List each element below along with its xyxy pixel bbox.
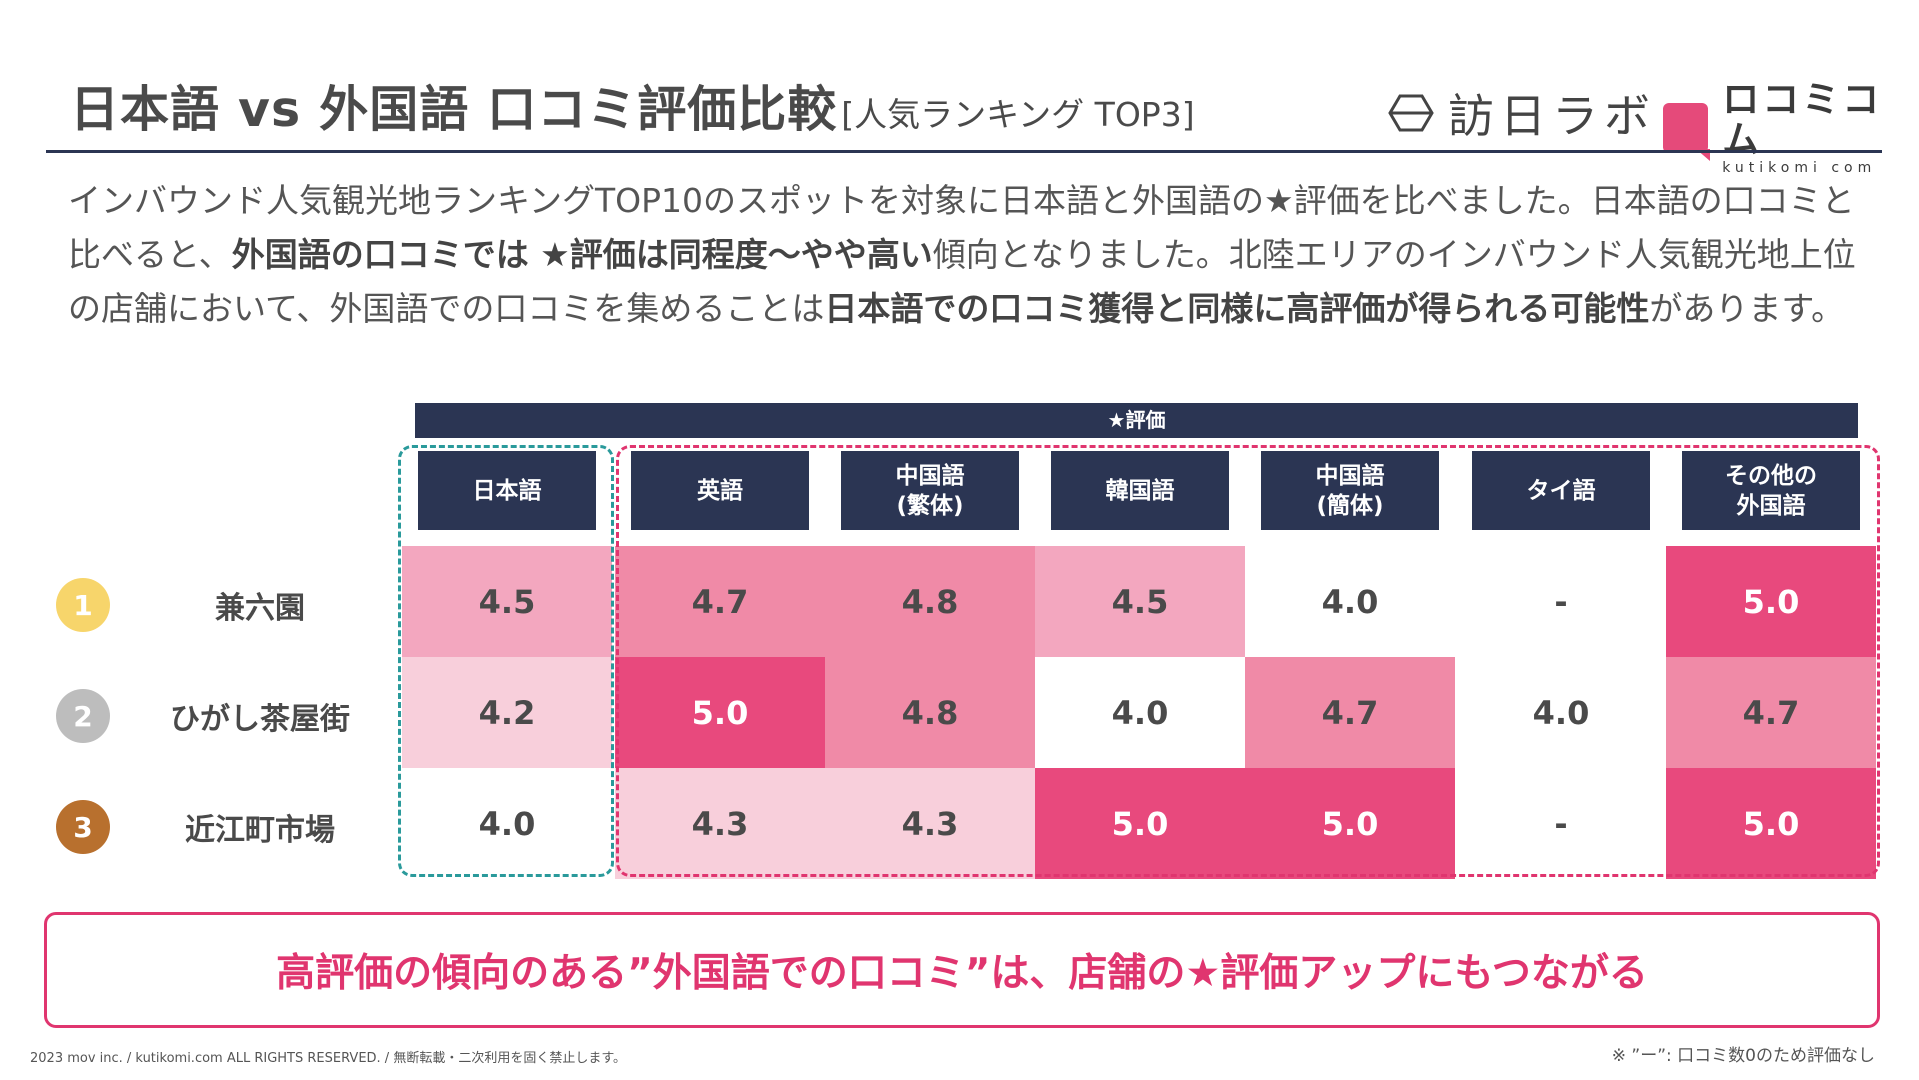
rating-cell: 4.3 <box>825 768 1035 879</box>
column-header: 韓国語 <box>1051 451 1229 530</box>
rating-cell: 4.8 <box>825 657 1035 768</box>
spot-name: 兼六園 <box>215 591 305 626</box>
rating-cell: 4.2 <box>402 657 612 768</box>
rating-cell: 4.0 <box>402 768 612 879</box>
rating-cell: - <box>1456 546 1666 657</box>
kutikomi-logo-url: kutikomi com <box>1722 160 1877 176</box>
houni-labo-logo: 訪日ラボ <box>1388 80 1656 146</box>
column-header: その他の 外国語 <box>1682 451 1860 530</box>
kutikomi-logo-icon <box>1663 103 1711 161</box>
description: インバウンド人気観光地ランキングTOP10のスポットを対象に日本語と外国語の★評… <box>68 174 1858 336</box>
rating-cell: 4.0 <box>1456 657 1666 768</box>
title-subtitle: [人気ランキング TOP3] <box>841 95 1195 134</box>
rating-cell: 5.0 <box>1666 768 1876 879</box>
desc-bold-2: 日本語での口コミ獲得と同様に高評価が得られる可能性 <box>824 289 1650 328</box>
callout-box: 高評価の傾向のある”外国語での口コミ”は、店舗の★評価アップにもつながる <box>44 912 1880 1028</box>
column-header: 中国語 (簡体) <box>1261 451 1439 530</box>
rating-cell: 4.3 <box>615 768 825 879</box>
rating-cell: 4.5 <box>402 546 612 657</box>
column-header: 英語 <box>631 451 809 530</box>
desc-bold-1: 外国語の口コミでは ★評価は同程度〜やや高い <box>231 235 933 274</box>
page-title: 日本語 vs 外国語 口コミ評価比較 [人気ランキング TOP3] <box>70 70 1195 141</box>
kutikomi-logo-name: ロコミコム <box>1722 78 1883 161</box>
footer-copyright: 2023 mov inc. / kutikomi.com ALL RIGHTS … <box>30 1051 627 1066</box>
footnote: ※ ”ー”: 口コミ数0のため評価なし <box>1611 1046 1875 1066</box>
houni-labo-logo-text: 訪日ラボ <box>1448 89 1656 143</box>
column-header: 中国語 (繁体) <box>841 451 1019 530</box>
foreign-highlight-box <box>616 445 1880 877</box>
rating-cell: 4.5 <box>1035 546 1245 657</box>
spot-name: ひがし茶屋街 <box>170 702 350 737</box>
rank-badge: 1 <box>56 578 110 632</box>
desc-text-2: 傾向となりました。北陸エリアのインバウンド人気観光地上位の店舗において、外国語で… <box>68 235 1856 328</box>
column-header: 日本語 <box>418 451 596 530</box>
rating-cell: - <box>1456 768 1666 879</box>
rating-cell: 5.0 <box>1035 768 1245 879</box>
desc-text-3: があります。 <box>1649 289 1845 328</box>
japanese-highlight-box <box>398 445 614 877</box>
kutikomi-logo: ロコミコム kutikomi com <box>1663 80 1919 176</box>
rank-badge: 3 <box>56 800 110 854</box>
rating-cell: 4.7 <box>1245 657 1455 768</box>
rating-cell: 4.7 <box>615 546 825 657</box>
rating-cell: 4.0 <box>1035 657 1245 768</box>
rating-cell: 4.8 <box>825 546 1035 657</box>
rank-badge: 2 <box>56 689 110 743</box>
rating-group-header: ★評価 <box>415 403 1858 438</box>
desc-text-1: インバウンド人気観光地ランキングTOP10のスポットを対象に日本語と外国語の★評… <box>68 181 1855 274</box>
column-header: タイ語 <box>1472 451 1650 530</box>
title-main: 日本語 vs 外国語 口コミ評価比較 <box>70 81 838 138</box>
rating-cell: 4.0 <box>1245 546 1455 657</box>
rating-cell: 5.0 <box>1666 546 1876 657</box>
spot-name: 近江町市場 <box>185 813 335 848</box>
rating-cell: 4.7 <box>1666 657 1876 768</box>
rating-cell: 5.0 <box>615 657 825 768</box>
rating-cell: 5.0 <box>1245 768 1455 879</box>
header-rule <box>46 150 1882 153</box>
hexagon-logo-icon <box>1388 94 1434 132</box>
